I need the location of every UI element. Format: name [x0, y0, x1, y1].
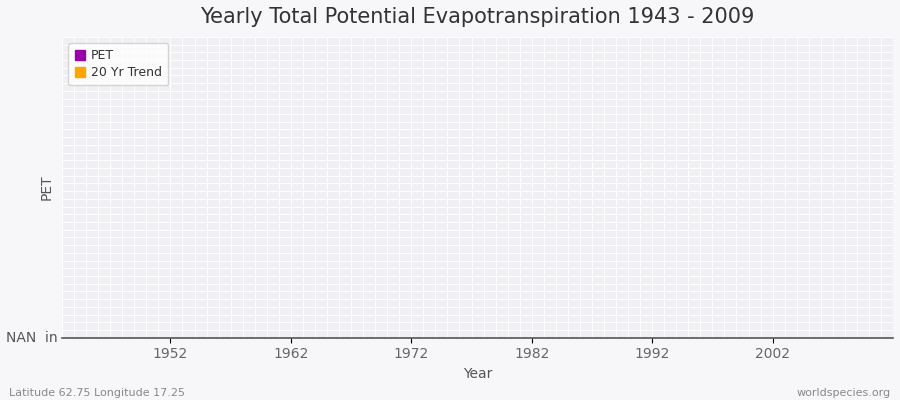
- Text: worldspecies.org: worldspecies.org: [796, 388, 891, 398]
- Text: NAN  in: NAN in: [6, 331, 58, 345]
- X-axis label: Year: Year: [463, 367, 492, 381]
- Text: Latitude 62.75 Longitude 17.25: Latitude 62.75 Longitude 17.25: [9, 388, 185, 398]
- Legend: PET, 20 Yr Trend: PET, 20 Yr Trend: [68, 43, 168, 85]
- Title: Yearly Total Potential Evapotranspiration 1943 - 2009: Yearly Total Potential Evapotranspiratio…: [201, 7, 755, 27]
- Y-axis label: PET: PET: [40, 174, 54, 200]
